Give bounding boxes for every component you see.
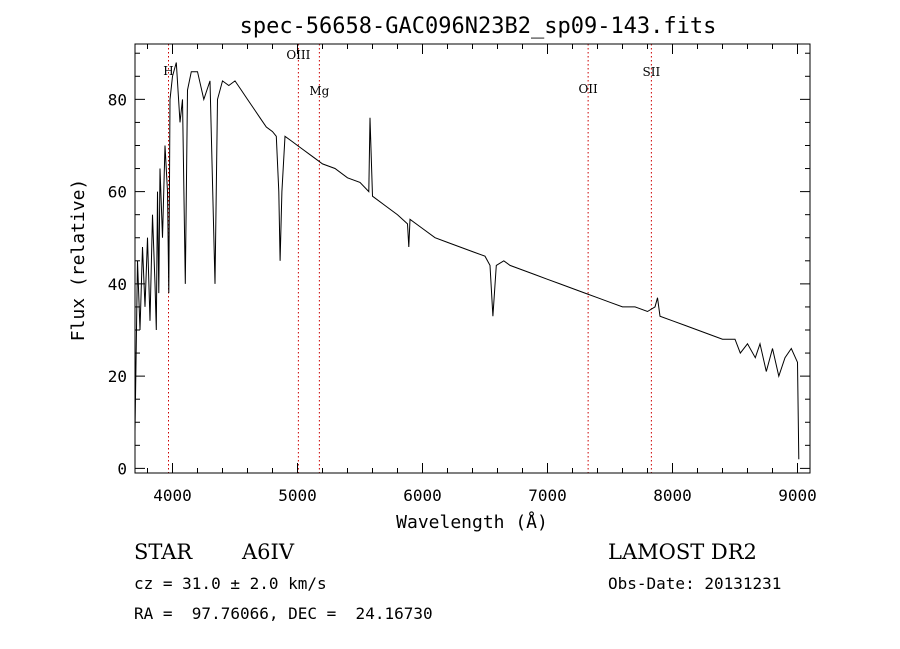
axes: 4000 5000 6000 7000 8000 9000 0 20 40 60 80: [108, 43, 817, 505]
y-tick-label: 40: [108, 275, 127, 294]
x-tick-label: 6000: [403, 486, 442, 505]
y-tick-label: 80: [108, 90, 127, 109]
object-class: STAR: [134, 540, 193, 564]
reference-label-oii: OII: [578, 82, 598, 96]
y-axis-label: Flux (relative): [68, 179, 89, 342]
x-tick-label: 7000: [528, 486, 567, 505]
x-tick-label: 9000: [778, 486, 817, 505]
plot-frame: [134, 43, 811, 474]
obs-date-text: Obs-Date: 20131231: [608, 574, 782, 593]
object-subclass: A6IV: [242, 540, 294, 564]
x-tick-label: 4000: [153, 486, 192, 505]
reference-label-mg: Mg: [309, 84, 329, 98]
x-tick-label: 5000: [278, 486, 317, 505]
x-tick-label: 8000: [653, 486, 692, 505]
reference-label-h: H: [163, 64, 173, 78]
spectrum-series-line: [134, 62, 800, 460]
y-tick-label: 60: [108, 183, 127, 202]
chart-title: spec-56658-GAC096N23B2_sp09-143.fits: [240, 14, 717, 39]
y-tick-label: 20: [108, 367, 127, 386]
reference-label-oiii: OIII: [286, 48, 310, 62]
coordinates-text: RA = 97.76066, DEC = 24.16730: [134, 604, 433, 623]
survey-name: LAMOST DR2: [608, 540, 757, 564]
reference-lines: H OIII Mg OII SII: [163, 44, 660, 473]
redshift-text: cz = 31.0 ± 2.0 km/s: [134, 574, 327, 593]
x-axis-label: Wavelength (Å): [396, 511, 548, 533]
reference-label-sii: SII: [643, 65, 661, 79]
y-tick-label: 0: [117, 459, 127, 478]
